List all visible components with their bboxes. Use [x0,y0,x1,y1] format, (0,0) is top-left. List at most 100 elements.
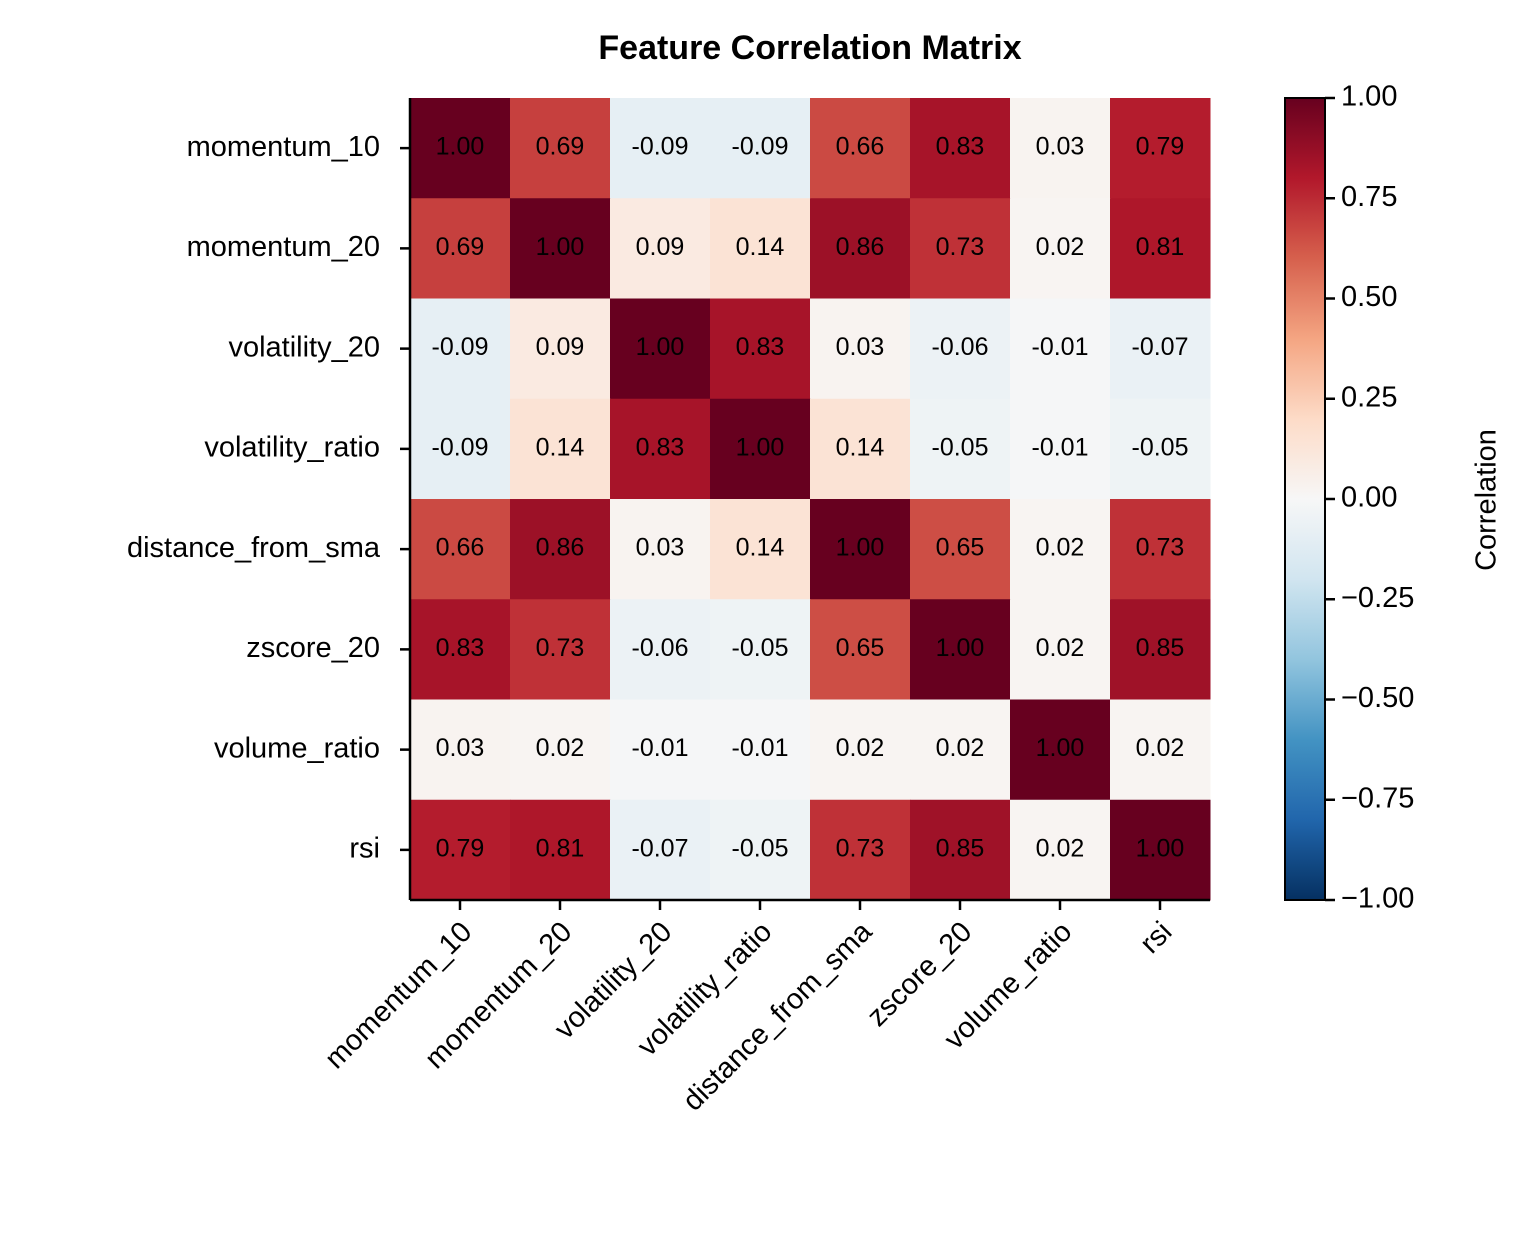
y-tick-label: distance_from_sma [127,532,381,564]
cell-label: 0.69 [536,133,585,161]
colorbar-tick-label: 0.25 [1341,381,1397,413]
heatmap-cell [810,499,911,600]
heatmap-cell [510,198,611,299]
heatmap-cell [910,198,1011,299]
heatmap-cell [910,298,1011,400]
heatmap-cell [910,699,1011,801]
heatmap-cell [710,799,811,901]
cell-label: 0.14 [736,534,785,562]
heatmap-cell [410,699,511,801]
cell-label: 0.02 [1036,834,1085,862]
heatmap-cell [610,699,711,801]
heatmap-cell [610,499,711,600]
heatmap-cell [910,499,1011,600]
cell-label: 0.66 [836,133,885,161]
cell-label: 0.79 [436,834,485,862]
heatmap-cell [410,799,511,901]
heatmap-cell [810,699,911,801]
cell-label: -0.09 [732,133,789,161]
cell-label: -0.09 [432,333,489,361]
colorbar [1284,97,1326,901]
heatmap-cell [1110,699,1211,801]
y-tick-label: volume_ratio [214,732,380,764]
cell-label: 0.86 [836,233,885,261]
cell-label: 1.00 [436,133,485,161]
cell-label: -0.09 [432,433,489,461]
cell-label: 0.02 [1036,534,1085,562]
cell-label: -0.05 [732,834,789,862]
heatmap-cell [1110,198,1211,299]
cell-label: -0.05 [1132,433,1189,461]
cell-label: -0.09 [632,133,689,161]
cell-label: 0.14 [836,433,885,461]
cell-label: 0.73 [936,233,985,261]
heatmap-cell [910,398,1011,500]
heatmap-cell [1010,699,1111,801]
x-tick-label: distance_from_sma [677,915,879,1117]
heatmap-cell [710,198,811,299]
y-tick-label: volatility_20 [228,331,380,363]
cell-label: 0.65 [836,634,885,662]
cell-label: 0.81 [1136,233,1185,261]
heatmap-cell [510,298,611,400]
heatmap-cell [1110,799,1211,901]
heatmap-cell [1010,298,1111,400]
cell-label: 1.00 [536,233,585,261]
cell-label: 0.02 [836,734,885,762]
heatmap-cell [610,799,711,901]
heatmap-cell [410,98,511,199]
cell-label: -0.06 [932,333,989,361]
heatmap-cell [510,98,611,199]
cell-label: 1.00 [836,534,885,562]
cell-label: -0.01 [1032,433,1089,461]
colorbar-label: Correlation [1471,429,1503,571]
heatmap-cell [810,398,911,500]
cell-label: -0.01 [732,734,789,762]
cell-label: 0.83 [436,634,485,662]
heatmap-cell [1010,799,1111,901]
cell-label: -0.01 [632,734,689,762]
heatmap-cell [1010,499,1111,600]
heatmap-cell [510,499,611,600]
cell-label: 0.02 [936,734,985,762]
heatmap-cell [510,599,611,700]
heatmap-cell [510,699,611,801]
heatmap-cell [710,599,811,700]
cell-label: 0.73 [836,834,885,862]
heatmap-cell [610,198,711,299]
heatmap-cell [1010,398,1111,500]
y-tick-label: momentum_10 [187,131,380,163]
heatmap-cell [610,98,711,199]
cell-label: 0.02 [1036,233,1085,261]
cell-label: -0.05 [732,634,789,662]
heatmap-cell [610,599,711,700]
cell-label: -0.01 [1032,333,1089,361]
heatmap-cell [710,298,811,400]
cell-label: 0.79 [1136,133,1185,161]
cell-label: -0.06 [632,634,689,662]
heatmap-cell [810,198,911,299]
heatmap-cell [1110,398,1211,500]
heatmap-cell [410,499,511,600]
cell-label: 0.69 [436,233,485,261]
y-tick-label: rsi [349,833,380,865]
cell-label: 0.02 [1136,734,1185,762]
heatmap-cell [710,699,811,801]
cell-label: 0.81 [536,834,585,862]
heatmap-cell [610,298,711,400]
heatmap-cell [910,599,1011,700]
colorbar-tick-label: −1.00 [1341,883,1414,915]
cell-label: -0.07 [1132,333,1189,361]
cell-label: 0.02 [536,734,585,762]
heatmap-cell [410,198,511,299]
cell-label: 0.03 [836,333,885,361]
colorbar-tick-label: −0.75 [1341,782,1414,814]
cell-label: 1.00 [736,433,785,461]
cell-label: 0.14 [536,433,585,461]
heatmap-cell [810,599,911,700]
heatmap-cell [810,799,911,901]
colorbar-tick-label: 0.50 [1341,281,1397,313]
heatmap-cell [410,599,511,700]
cell-label: 0.85 [936,834,985,862]
